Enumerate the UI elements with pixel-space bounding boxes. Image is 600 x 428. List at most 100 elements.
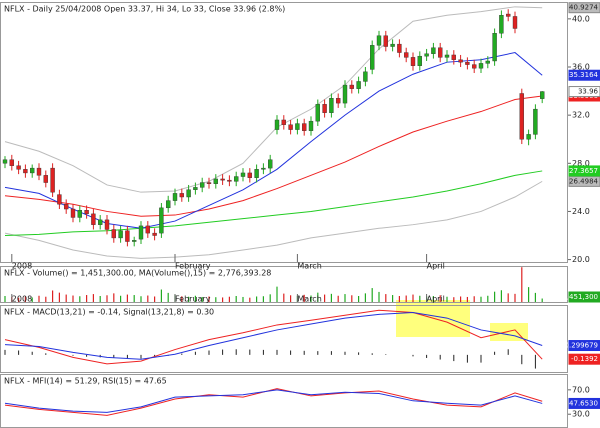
- volume-bar: [514, 293, 516, 302]
- line: [4, 389, 543, 413]
- line: [4, 388, 543, 416]
- close-label-box: [568, 86, 600, 98]
- candle-body: [540, 91, 545, 99]
- volume-bar: [126, 294, 128, 302]
- volume-bar: [541, 298, 543, 302]
- volume-bar: [521, 267, 523, 302]
- panel-border: [0, 305, 568, 373]
- volume-bar: [371, 288, 373, 302]
- volume-bar: [52, 290, 54, 302]
- volume-bar: [324, 294, 326, 302]
- candle-body: [172, 193, 178, 201]
- candle-body: [193, 187, 198, 190]
- volume-bar: [487, 295, 489, 302]
- line: [4, 52, 543, 229]
- candle-body: [424, 53, 429, 57]
- candle-body: [329, 98, 334, 113]
- candle-body: [322, 104, 327, 113]
- end-label: 26.4984: [569, 177, 598, 185]
- candle-body: [261, 167, 266, 170]
- volume-bar: [494, 291, 496, 302]
- candle-body: [288, 124, 293, 130]
- date-label: February: [175, 295, 211, 304]
- candle-body: [356, 81, 361, 89]
- end-label: 47.6530: [569, 399, 598, 407]
- volume-bar: [215, 297, 217, 302]
- volume-bar: [378, 291, 380, 302]
- candle-body: [342, 84, 348, 104]
- volume-bar: [72, 295, 74, 302]
- candle-body: [165, 200, 171, 209]
- end-label-box: [568, 353, 600, 365]
- candle-body: [431, 47, 436, 54]
- candle-body: [363, 71, 368, 82]
- candle-body: [444, 54, 450, 58]
- volume-bar: [235, 296, 237, 302]
- candle-body: [370, 45, 375, 70]
- volume-bar: [120, 295, 122, 302]
- volume-bar: [228, 296, 230, 302]
- volume-bar: [201, 296, 203, 302]
- candle-body: [199, 182, 205, 188]
- end-label: 40.9274: [569, 4, 598, 12]
- end-label: -0.1392: [571, 355, 598, 363]
- candle-body: [23, 169, 28, 174]
- end-label-box: [568, 340, 600, 352]
- candle-body: [438, 47, 443, 58]
- candle-body: [111, 229, 117, 239]
- candle-body: [506, 13, 511, 17]
- volume-bar: [65, 294, 67, 302]
- volume-bar: [106, 295, 108, 302]
- y-tick-label: 24.0: [572, 207, 590, 216]
- date-label: April: [427, 295, 445, 304]
- volume-bar: [92, 294, 94, 302]
- panel-title: NFLX - MACD(13,21) = -0.14, Signal(13,21…: [4, 308, 214, 317]
- volume-bar: [24, 296, 26, 302]
- y-tick-label: 28.0: [572, 159, 590, 168]
- candle-body: [2, 159, 8, 164]
- volume-bar: [167, 292, 169, 302]
- candle-body: [247, 172, 253, 178]
- candle-body: [138, 225, 144, 240]
- panel-border: [0, 266, 568, 303]
- candle-body: [131, 240, 137, 242]
- volume-bar: [269, 294, 271, 302]
- volume-bar: [460, 296, 462, 302]
- end-label: 0.299679: [565, 342, 598, 350]
- candle-body: [77, 210, 83, 218]
- y-tick-label: 30.0: [572, 410, 590, 419]
- volume-bar: [222, 297, 224, 302]
- candle-body: [125, 230, 130, 242]
- line: [4, 311, 543, 360]
- volume-bar: [181, 296, 183, 302]
- candle-body: [336, 98, 341, 104]
- volume-bar: [480, 296, 482, 302]
- candle-body: [50, 167, 55, 193]
- volume-bar: [446, 296, 448, 302]
- candle-body: [478, 63, 484, 69]
- candle-body: [104, 219, 110, 230]
- volume-bar: [18, 297, 20, 302]
- candle-body: [295, 123, 300, 130]
- candle-body: [16, 165, 21, 170]
- volume-bar: [99, 296, 101, 302]
- candle-body: [268, 159, 273, 169]
- volume-bar: [160, 289, 162, 302]
- candle-body: [220, 178, 225, 181]
- candle-body: [404, 52, 409, 58]
- candle-body: [512, 16, 518, 29]
- candle-body: [458, 59, 463, 63]
- candle-body: [274, 119, 280, 130]
- candle-body: [533, 108, 538, 135]
- candle-body: [63, 204, 69, 210]
- volume-bar: [358, 296, 360, 302]
- candle-body: [84, 210, 89, 215]
- candle-body: [36, 167, 42, 176]
- volume-bar: [453, 297, 455, 302]
- volume-bar: [439, 295, 441, 302]
- date-label: April: [427, 262, 445, 271]
- highlight: [490, 323, 528, 341]
- volume-bar: [351, 295, 353, 302]
